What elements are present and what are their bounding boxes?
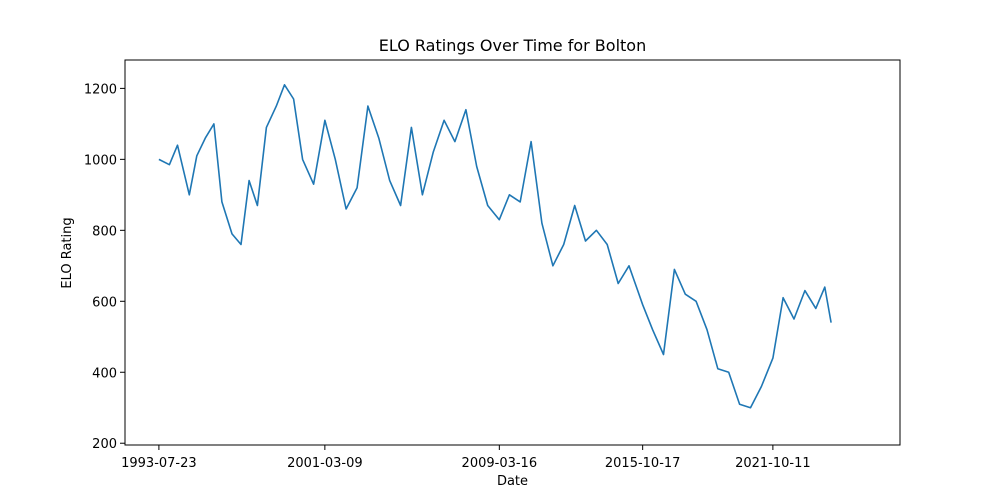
x-tick-label: 2009-03-16 xyxy=(462,456,538,471)
y-tick-label: 400 xyxy=(92,366,117,381)
chart-title: ELO Ratings Over Time for Bolton xyxy=(379,36,646,55)
x-axis-title: Date xyxy=(497,474,528,489)
x-tick-label: 1993-07-23 xyxy=(121,456,197,471)
x-tick-label: 2021-10-11 xyxy=(735,456,811,471)
series-line xyxy=(158,84,832,409)
plot-frame xyxy=(124,59,901,446)
y-tick-label: 1200 xyxy=(84,82,117,97)
x-tick-label: 2015-10-17 xyxy=(605,456,681,471)
plot-area xyxy=(158,84,832,409)
y-tick-label: 600 xyxy=(92,295,117,310)
y-tick-label: 800 xyxy=(92,224,117,239)
y-axis-title: ELO Rating xyxy=(60,217,75,288)
y-tick-label: 200 xyxy=(92,437,117,452)
y-axis: 200 400 600 800 1000 1200 xyxy=(84,82,125,452)
x-axis: 1993-07-23 2001-03-09 2009-03-16 2015-10-17… xyxy=(121,445,811,471)
x-tick-label: 2001-03-09 xyxy=(287,456,363,471)
y-tick-label: 1000 xyxy=(84,153,117,168)
